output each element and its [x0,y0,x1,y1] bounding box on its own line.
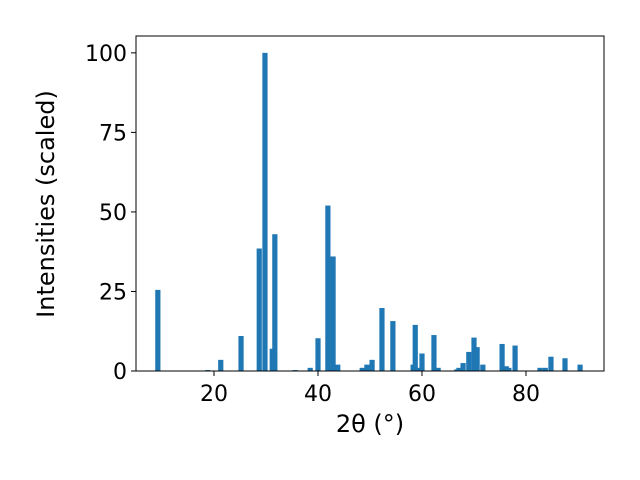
bar [456,367,462,371]
bar [315,338,321,371]
y-axis-label: Intensities (scaled) [32,90,60,318]
bar [262,52,268,371]
bar [548,356,554,371]
bar [379,308,385,371]
x-tick-label: 60 [408,382,436,407]
bar [307,367,313,371]
bar [562,358,568,371]
bar [359,367,365,371]
bar [415,367,421,371]
bar [435,367,441,371]
bar [390,321,396,371]
bar [272,234,278,371]
y-tick-label: 0 [113,360,127,385]
x-axis-label: 2θ (°) [336,410,404,438]
bar [256,248,262,371]
y-tick-label: 25 [99,280,127,305]
bar [431,335,437,371]
y-tick-label: 75 [99,121,127,146]
bar [369,359,375,371]
bar [512,345,518,371]
bar [238,336,244,371]
y-tick-label: 50 [99,201,127,226]
bar [218,359,224,371]
bar [577,364,583,371]
bar [364,364,370,371]
y-tick-label: 100 [85,42,127,67]
x-tick-label: 20 [200,382,228,407]
bar [499,343,505,371]
bar [412,324,418,371]
bar [155,289,161,371]
bar [460,363,466,371]
bar [419,353,425,371]
bar [537,367,543,371]
bar [474,347,480,371]
bar [506,367,512,371]
x-tick-label: 40 [304,382,332,407]
bar [325,205,331,371]
bar [480,364,486,371]
bar [466,351,472,371]
bar [542,367,548,371]
bar [471,337,477,371]
plot-frame [135,35,605,372]
bar [330,256,336,371]
x-tick-label: 80 [512,382,540,407]
bar [335,364,341,371]
